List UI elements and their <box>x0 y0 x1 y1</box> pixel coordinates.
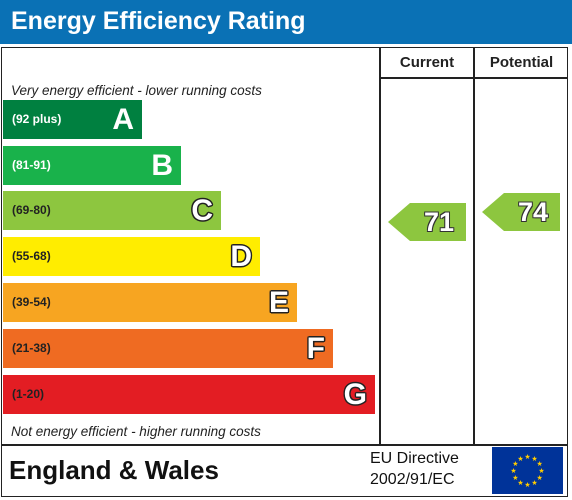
star-icon: ★ <box>512 460 518 468</box>
band-range-label: (81-91) <box>12 158 51 172</box>
star-icon: ★ <box>524 481 530 489</box>
star-icon: ★ <box>517 455 523 463</box>
band-range-label: (1-20) <box>12 387 45 401</box>
star-icon: ★ <box>531 455 537 463</box>
column-header-current: Current <box>399 54 455 71</box>
band-letter: C <box>191 194 213 227</box>
star-icon: ★ <box>512 474 518 482</box>
directive-line-1: EU Directive <box>370 450 459 467</box>
caption-bottom: Not energy efficient - higher running co… <box>11 424 261 439</box>
star-icon: ★ <box>524 453 530 461</box>
band-e: (39-54) E <box>3 283 297 322</box>
potential-arrow-shape <box>482 193 560 231</box>
current-rating-value: 71 <box>423 207 455 237</box>
band-d: (55-68) D <box>3 237 260 276</box>
band-range-label: (69-80) <box>12 203 51 217</box>
band-range-label: (21-38) <box>12 341 51 355</box>
caption-top: Very energy efficient - lower running co… <box>11 83 262 98</box>
star-icon: ★ <box>536 460 542 468</box>
star-icon: ★ <box>536 474 542 482</box>
band-f: (21-38) F <box>3 329 333 368</box>
band-a: (92 plus) A <box>3 100 142 139</box>
divider-header-row <box>379 77 568 79</box>
star-icon: ★ <box>517 479 523 487</box>
current-arrow-shape <box>388 203 466 241</box>
rating-table-frame <box>1 47 568 497</box>
star-icon: ★ <box>510 467 516 475</box>
eu-flag-icon: ★ ★★★★★★★★★★★ <box>492 447 563 494</box>
band-letter: D <box>230 240 252 273</box>
header-bar: Energy Efficiency Rating <box>0 0 572 44</box>
band-range-label: (92 plus) <box>12 112 62 126</box>
column-header-potential: Potential <box>489 54 554 71</box>
band-letter: F <box>306 332 325 365</box>
band-range-label: (39-54) <box>12 295 51 309</box>
band-c: (69-80) C <box>3 191 221 230</box>
band-g: (1-20) G <box>3 375 375 414</box>
band-letter: G <box>343 378 367 411</box>
divider-potential-left <box>473 47 475 445</box>
band-b: (81-91) B <box>3 146 181 185</box>
footer-country: England & Wales <box>9 455 219 485</box>
footer-directive: EU Directive 2002/91/EC <box>370 448 459 490</box>
band-letter: E <box>268 286 289 319</box>
band-letter: A <box>112 103 134 136</box>
star-icon: ★ <box>531 479 537 487</box>
potential-rating-value: 74 <box>517 197 549 227</box>
potential-rating-arrow: 74 <box>482 193 560 231</box>
star-icon: ★ <box>538 467 544 475</box>
directive-line-2: 2002/91/EC <box>370 471 455 488</box>
band-letter: B <box>151 149 173 182</box>
chart-title: Energy Efficiency Rating <box>11 7 306 35</box>
divider-footer-row <box>1 444 568 446</box>
band-range-label: (55-68) <box>12 249 51 263</box>
current-rating-arrow: 71 <box>388 203 466 241</box>
divider-current-left <box>379 47 381 445</box>
